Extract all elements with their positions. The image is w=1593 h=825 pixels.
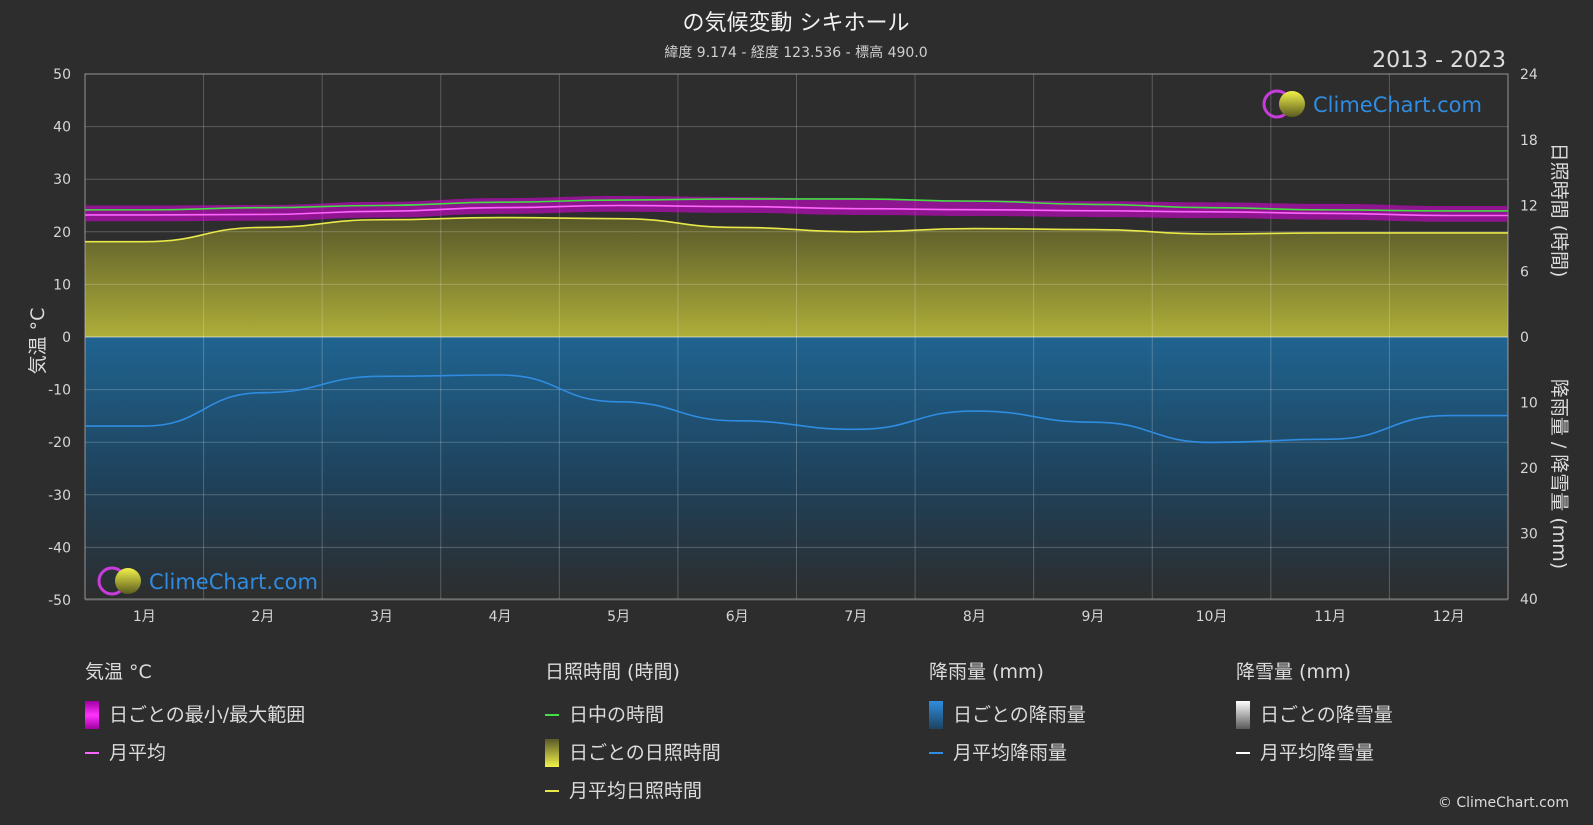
legend-temp-mean-label: 月平均: [109, 742, 167, 764]
logo-sun-icon: [1279, 91, 1305, 117]
temp-mean-line: [84, 204, 1508, 217]
climate-chart: 50 40 30 20 10 0 -10 -20 -30 -40 -50 24 18 12 6 0 10 20 30…: [27, 11, 1570, 625]
legend-rain-heading: 降雨量 (mm): [929, 661, 1044, 683]
y-left-tick-label: -40: [48, 540, 71, 556]
legend-daily-sun: 日ごとの日照時間: [545, 734, 721, 772]
legend-rain-mean: 月平均降雨量: [929, 734, 1086, 772]
x-tick-label: 8月: [963, 609, 986, 625]
legend: 気温 °C 日ごとの最小/最大範囲 月平均 日照時間 (時間) 日中の時間 日ご…: [0, 660, 1593, 825]
series-lines: [84, 198, 1508, 444]
y-left-tick-label: 30: [53, 172, 71, 188]
legend-sun-mean-label: 月平均日照時間: [569, 780, 703, 802]
y-right-bottom-tick-label: 30: [1520, 527, 1538, 543]
temp-range-band: [85, 196, 1508, 222]
x-tick-label: 5月: [607, 609, 630, 625]
chart-subtitle: 緯度 9.174 - 経度 123.536 - 標高 490.0: [664, 44, 927, 61]
swatch-temp-mean: [85, 752, 99, 754]
legend-daylight-label: 日中の時間: [569, 704, 665, 726]
legend-daily-snow-label: 日ごとの降雪量: [1260, 704, 1393, 726]
legend-temp-heading: 気温 °C: [85, 661, 152, 683]
legend-temp-range: 日ごとの最小/最大範囲: [85, 696, 305, 734]
swatch-daily-snow: [1236, 701, 1250, 729]
swatch-snow-mean: [1236, 752, 1250, 754]
y-left-tick-label: 40: [53, 120, 71, 136]
x-tick-label: 6月: [726, 609, 749, 625]
y-axis-right-top-label: 日照時間 (時間): [1548, 143, 1570, 278]
legend-snow-heading: 降雪量 (mm): [1236, 661, 1351, 683]
legend-snow-mean: 月平均降雪量: [1236, 734, 1393, 772]
legend-rain-mean-label: 月平均降雨量: [953, 742, 1068, 764]
y-left-tick-label: -10: [48, 383, 71, 399]
daily-sunshine-area: [85, 217, 1508, 337]
legend-temp-range-label: 日ごとの最小/最大範囲: [109, 704, 306, 726]
sunshine-area: [85, 217, 1508, 337]
swatch-daily-sun: [545, 739, 559, 767]
brand-logo-top: ClimeChart.com: [1262, 89, 1482, 119]
y-left-tick-label: 20: [53, 225, 71, 241]
legend-sun-heading: 日照時間 (時間): [545, 661, 680, 683]
logo-sun-icon: [115, 568, 141, 594]
tick-labels: 50 40 30 20 10 0 -10 -20 -30 -40 -50 24 18 12 6 0 10 20 30…: [48, 67, 1538, 625]
x-tick-label: 4月: [489, 609, 512, 625]
rain-area: [85, 337, 1508, 599]
y-right-top-tick-label: 0: [1520, 330, 1529, 346]
legend-snow: 降雪量 (mm) 日ごとの降雪量 月平均降雪量: [1236, 660, 1393, 772]
copyright: © ClimeChart.com: [1437, 795, 1569, 811]
x-tick-label: 12月: [1433, 609, 1465, 625]
y-right-bottom-tick-label: 10: [1520, 396, 1538, 412]
x-tick-label: 2月: [251, 609, 274, 625]
y-left-tick-label: 0: [62, 330, 71, 346]
swatch-sun-mean: [545, 790, 559, 792]
chart-title: の気候変動 シキホール: [683, 11, 910, 36]
y-left-tick-label: -30: [48, 488, 71, 504]
y-right-top-tick-label: 12: [1520, 199, 1538, 215]
swatch-daily-rain: [929, 701, 943, 729]
swatch-daylight: [545, 714, 559, 716]
x-tick-label: 7月: [844, 609, 867, 625]
legend-temperature: 気温 °C 日ごとの最小/最大範囲 月平均: [85, 660, 305, 772]
plot-border: [84, 73, 1509, 600]
y-right-top-tick-label: 6: [1520, 264, 1529, 280]
legend-temp-mean: 月平均: [85, 734, 305, 772]
x-tick-label: 3月: [370, 609, 393, 625]
daylight-line: [84, 198, 1508, 212]
legend-sun-mean: 月平均日照時間: [545, 772, 721, 810]
y-left-tick-label: 50: [53, 67, 71, 83]
legend-daylight: 日中の時間: [545, 696, 721, 734]
rain-mean-line: [85, 374, 1508, 444]
legend-rain: 降雨量 (mm) 日ごとの降雨量 月平均降雨量: [929, 660, 1086, 772]
y-axis-right-bottom-label: 降雨量 / 降雪量 (mm): [1548, 379, 1570, 569]
legend-daily-rain-label: 日ごとの降雨量: [953, 704, 1086, 726]
x-tick-label: 1月: [133, 609, 156, 625]
y-right-bottom-tick-label: 40: [1520, 592, 1538, 608]
legend-daily-rain: 日ごとの降雨量: [929, 696, 1086, 734]
brand-logo-bottom: ClimeChart.com: [97, 566, 318, 596]
legend-daily-snow: 日ごとの降雪量: [1236, 696, 1393, 734]
y-axis-left-label: 気温 °C: [27, 308, 49, 375]
grid: [84, 73, 1509, 601]
legend-daily-sun-label: 日ごとの日照時間: [569, 742, 721, 764]
year-range: 2013 - 2023: [1372, 48, 1506, 73]
x-tick-label: 11月: [1314, 609, 1346, 625]
brand-text-top: ClimeChart.com: [1313, 93, 1482, 117]
brand-text-bottom: ClimeChart.com: [149, 570, 318, 594]
swatch-rain-mean: [929, 752, 943, 754]
swatch-temp-range: [85, 701, 99, 729]
y-left-tick-label: -20: [48, 435, 71, 451]
sunshine-mean-line: [85, 216, 1508, 243]
x-tick-label: 10月: [1196, 609, 1228, 625]
x-tick-label: 9月: [1081, 609, 1104, 625]
y-right-top-tick-label: 18: [1520, 133, 1538, 149]
daily-rain-area: [85, 337, 1508, 599]
y-left-tick-label: 10: [53, 277, 71, 293]
y-right-bottom-tick-label: 20: [1520, 461, 1538, 477]
legend-sunshine: 日照時間 (時間) 日中の時間 日ごとの日照時間 月平均日照時間: [545, 660, 721, 810]
y-right-top-tick-label: 24: [1520, 67, 1538, 83]
y-left-tick-label: -50: [48, 593, 71, 609]
legend-snow-mean-label: 月平均降雪量: [1260, 742, 1375, 764]
temp-range-band-path: [85, 196, 1508, 222]
